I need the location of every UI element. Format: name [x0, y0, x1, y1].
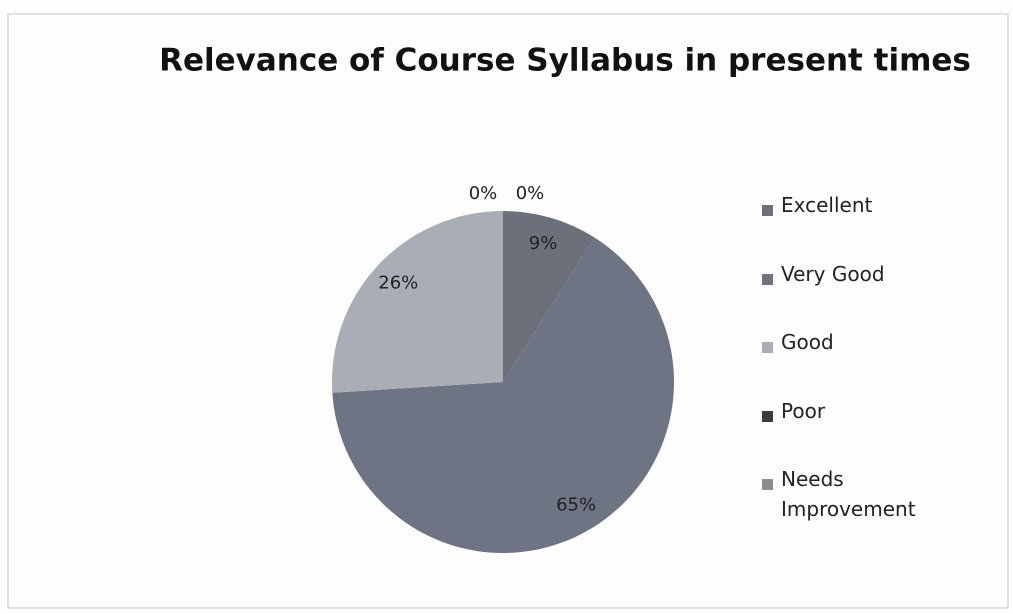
- legend-label: Good: [781, 330, 834, 354]
- legend-swatch: [762, 479, 773, 490]
- legend-item: Good: [762, 330, 962, 404]
- legend-swatch: [762, 342, 773, 353]
- legend-label: Needs Improvement: [781, 467, 916, 521]
- data-label: 65%: [556, 495, 596, 516]
- legend-label: Poor: [781, 398, 826, 423]
- data-label: 0%: [516, 183, 545, 204]
- chart-title: Relevance of Course Syllabus in present …: [159, 43, 971, 79]
- pie-slice: [503, 211, 595, 382]
- legend: Excellent Very Good Good Poor Needs Improvem…: [762, 193, 962, 541]
- legend-item: Poor: [762, 399, 962, 473]
- legend-swatch: [762, 273, 773, 285]
- legend-swatch: [762, 410, 773, 422]
- legend-item: Very Good: [762, 262, 962, 336]
- pie-slice: [332, 237, 674, 553]
- legend-label: Excellent: [781, 193, 873, 217]
- legend-label: Very Good: [781, 261, 885, 286]
- chart-frame: [7, 13, 1009, 609]
- legend-item: Excellent: [762, 193, 962, 267]
- legend-item: Needs Improvement: [762, 467, 962, 541]
- data-label: 9%: [529, 233, 558, 254]
- data-label: 26%: [378, 273, 418, 294]
- pie-slice: [332, 211, 503, 393]
- data-label: 0%: [469, 183, 498, 204]
- legend-swatch: [762, 205, 773, 216]
